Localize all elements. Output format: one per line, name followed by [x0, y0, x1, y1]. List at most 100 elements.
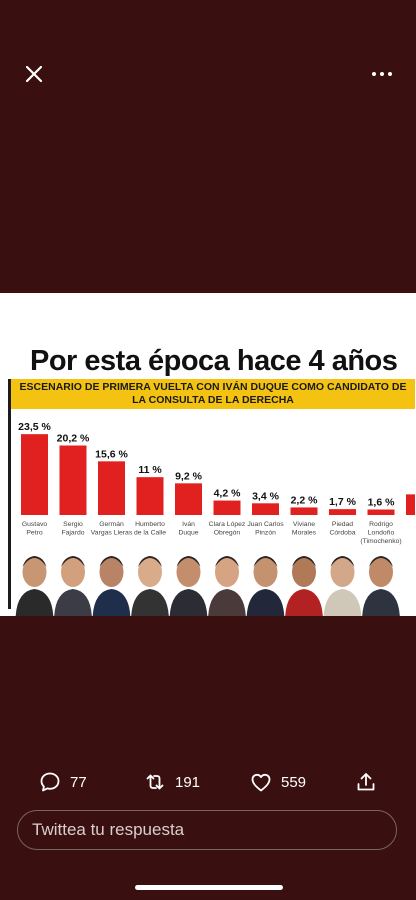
- bar-value-label: 20,2 %: [57, 433, 90, 445]
- bar-value-label: 4,2 %: [214, 488, 242, 500]
- candidate-photo-face: [61, 557, 85, 587]
- category-label: (Timochenko): [360, 538, 401, 545]
- category-label: Fajardo: [61, 530, 84, 537]
- candidate-photo-body: [208, 589, 246, 616]
- category-label: Juan Carlos: [247, 521, 284, 528]
- candidate-photo-face: [99, 557, 124, 587]
- image-headline: Por esta época hace 4 años: [30, 345, 398, 377]
- bar-value-label: 15,6 %: [95, 448, 128, 460]
- reply-placeholder: Twittea tu respuesta: [32, 820, 185, 839]
- bar-8: [290, 507, 318, 515]
- bar-value-label: 2,2 %: [291, 494, 319, 506]
- like-button[interactable]: 559: [249, 764, 306, 800]
- retweet-icon: [146, 774, 164, 790]
- reply-button[interactable]: 77: [38, 764, 87, 800]
- candidate-photo-hair: [176, 556, 201, 567]
- poll-bar-chart: 23,5 % Gustavo Petro 20,2 % Sergio Fajardo 15,…: [15, 421, 415, 616]
- bar-9: [329, 509, 356, 515]
- category-label: Sergio: [63, 521, 83, 528]
- candidate-photo-face: [176, 557, 201, 587]
- candidate-photo-body: [131, 589, 169, 616]
- banner-line-2: LA CONSULTA DE LA DERECHA: [132, 393, 294, 406]
- reply-icon: [40, 772, 60, 792]
- candidate-photo-hair: [292, 556, 316, 567]
- bar-value-label: 9,2 %: [175, 470, 203, 482]
- candidate-photo-face: [215, 557, 239, 587]
- bar-value-label: 3,4 %: [252, 490, 280, 502]
- candidate-photo-hair: [138, 556, 162, 567]
- category-label: Morales: [292, 530, 317, 537]
- candidate-photo-hair: [330, 556, 355, 567]
- bar-value-label: 11 %: [138, 464, 162, 476]
- category-label: Clara López: [209, 521, 246, 528]
- category-label: Londoño: [368, 530, 395, 537]
- more-icon-dot: [388, 72, 392, 76]
- category-label: Humberto: [135, 521, 165, 528]
- banner-line-1: ESCENARIO DE PRIMERA VUELTA CON IVÁN DUQ…: [19, 381, 407, 393]
- share-icon: [357, 773, 375, 791]
- candidate-photo-body: [285, 589, 323, 616]
- candidate-photo-face: [22, 557, 47, 587]
- more-options-button[interactable]: [370, 64, 394, 84]
- candidate-photo-face: [138, 557, 162, 587]
- bar-3: [98, 461, 125, 515]
- candidate-photo-hair: [22, 556, 47, 567]
- tweet-media-image[interactable]: Por esta época hace 4 años ESCENARIO DE …: [0, 293, 416, 616]
- bar-5: [175, 483, 202, 515]
- candidate-photo-face: [369, 557, 393, 587]
- share-button[interactable]: [354, 764, 378, 800]
- close-icon: [25, 65, 43, 83]
- candidate-photo-hair: [99, 556, 124, 567]
- category-label: Germán: [99, 521, 124, 528]
- category-label: Córdoba: [329, 530, 355, 537]
- bar-7: [252, 503, 279, 515]
- candidate-photo-face: [292, 557, 316, 587]
- category-label: Gustavo: [22, 521, 48, 528]
- bar-2: [59, 445, 87, 515]
- candidate-photo-body: [323, 589, 362, 616]
- candidate-photo-face: [330, 557, 355, 587]
- candidate-photo-body: [15, 589, 54, 616]
- category-label: Petro: [26, 530, 42, 537]
- like-count: 559: [281, 773, 307, 791]
- candidate-photo-hair: [369, 556, 393, 567]
- bar-10: [367, 509, 395, 515]
- more-icon-dot: [372, 72, 376, 76]
- bar-4: [136, 477, 164, 515]
- category-label: Rodrigo: [369, 521, 393, 528]
- image-banner: ESCENARIO DE PRIMERA VUELTA CON IVÁN DUQ…: [8, 379, 415, 409]
- retweet-button[interactable]: 191: [143, 764, 200, 800]
- reply-input[interactable]: Twittea tu respuesta: [17, 810, 397, 850]
- reply-count: 77: [70, 773, 87, 791]
- candidate-photo-face: [253, 557, 278, 587]
- category-label: Obregón: [214, 530, 241, 537]
- category-label: Duque: [178, 530, 198, 537]
- category-label: Pinzón: [255, 530, 276, 537]
- bar-1: [21, 434, 48, 515]
- bar-value-label: 1,6 %: [368, 496, 396, 508]
- bar-11: [406, 494, 415, 515]
- close-button[interactable]: [22, 62, 46, 86]
- heart-icon: [251, 773, 271, 792]
- category-label: Iván: [182, 521, 195, 528]
- candidate-photo-body: [246, 589, 285, 616]
- candidate-photo-hair: [253, 556, 278, 567]
- candidate-photo-hair: [61, 556, 85, 567]
- category-label: Viviane: [293, 521, 315, 528]
- retweet-count: 191: [175, 773, 201, 791]
- candidate-photo-body: [362, 589, 400, 616]
- candidate-photo-body: [92, 589, 131, 616]
- candidate-photo-hair: [215, 556, 239, 567]
- candidate-photo-body: [54, 589, 92, 616]
- category-label: Vargas Lleras: [91, 530, 133, 537]
- bar-value-label: 23,5 %: [18, 421, 51, 433]
- bar-value-label: 1,7 %: [329, 496, 357, 508]
- poll-chart: 23,5 % Gustavo Petro 20,2 % Sergio Fajardo 15,…: [8, 409, 415, 616]
- category-label: de la Calle: [134, 530, 166, 537]
- candidate-photo-body: [169, 589, 208, 616]
- home-indicator[interactable]: [135, 885, 283, 890]
- tweet-actions: 77 191 559: [0, 764, 416, 800]
- bar-6: [213, 500, 241, 515]
- category-label: Piedad: [332, 521, 353, 528]
- more-icon-dot: [380, 72, 384, 76]
